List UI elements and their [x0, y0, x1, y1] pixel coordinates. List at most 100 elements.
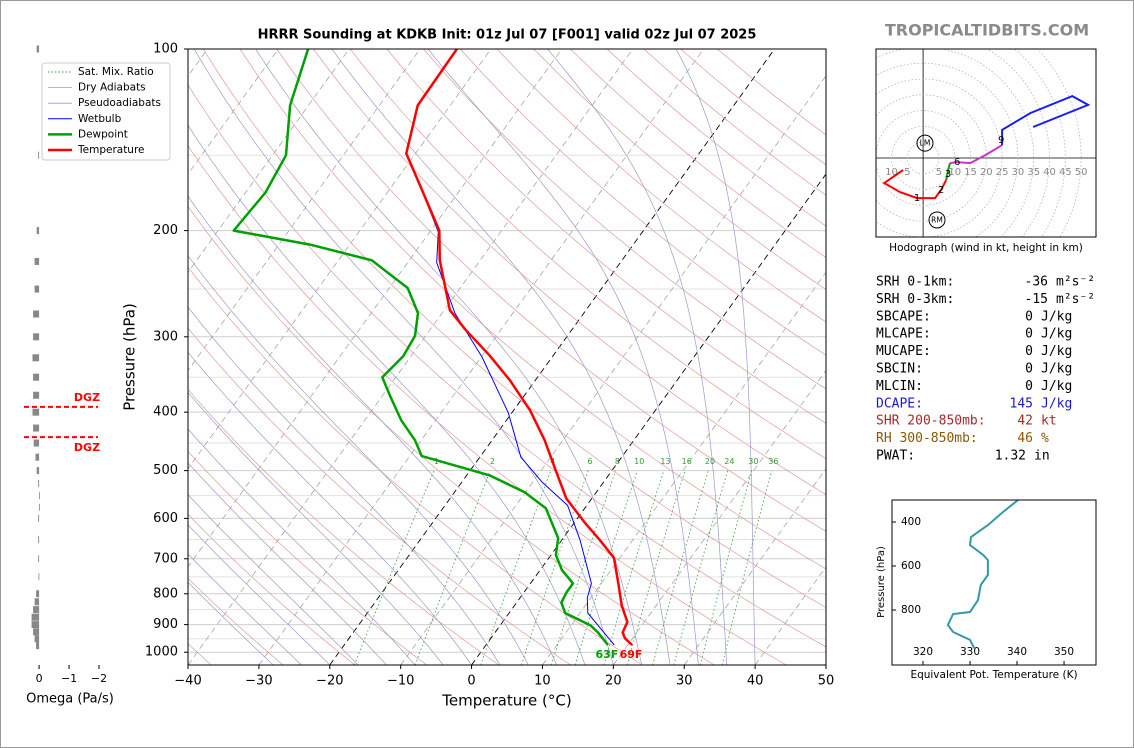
hodo-trace: [949, 144, 1003, 165]
param-value: 1.32: [995, 449, 1026, 464]
hodo-ring: [876, 110, 971, 206]
isotherm: [188, 49, 279, 175]
hodo-ring: [876, 78, 1003, 237]
mixing-ratio-line: [550, 470, 616, 665]
dry-adiabat: [202, 49, 826, 608]
param-label: MUCAPE:: [876, 344, 931, 359]
x-tick-label: −20: [316, 674, 343, 689]
pseudoadiabat: [331, 49, 671, 665]
isotherm: [329, 49, 775, 665]
hodo-ring: [1013, 49, 1066, 237]
param-label: SBCAPE:: [876, 309, 931, 324]
legend-label: Dewpoint: [78, 128, 128, 140]
y-tick-label: 300: [153, 329, 178, 344]
profile-line: [405, 153, 615, 646]
param-label: DCAPE:: [876, 396, 923, 411]
param-label: RH 300-850mb:: [876, 431, 978, 446]
omega-bar: [35, 453, 40, 461]
mixing-ratio-line: [521, 470, 589, 665]
param-unit: J/kg: [1041, 362, 1072, 377]
omega-bar: [39, 492, 40, 500]
x-axis-label: Equivalent Pot. Temperature (K): [910, 669, 1077, 681]
legend-label: Dry Adiabats: [78, 82, 146, 94]
param-value: -36: [1025, 275, 1048, 290]
omega-bar: [38, 555, 40, 563]
dry-adiabat: [313, 49, 826, 495]
dry-adiabat: [496, 49, 826, 323]
isotherm: [188, 49, 421, 372]
hodo-ring-label: 10: [948, 167, 961, 178]
hodo-ring-label: 30: [1012, 167, 1025, 178]
mixing-ratio-label: 16: [682, 457, 692, 466]
y-tick-label: 900: [153, 617, 178, 632]
param-unit: J/kg: [1041, 327, 1072, 342]
dry-adiabat: [349, 49, 826, 460]
plot-frame: [187, 48, 827, 666]
param-unit: in: [1034, 449, 1050, 464]
dry-adiabat: [239, 49, 826, 570]
mixing-ratio-label: 6: [588, 457, 593, 466]
hodo-ring: [1037, 49, 1082, 237]
dry-adiabat: [188, 84, 826, 648]
dry-adiabat: [188, 266, 643, 665]
param-label: SBCIN:: [876, 362, 923, 377]
pseudoadiabat: [188, 581, 274, 665]
dry-adiabat: [386, 49, 826, 424]
hodo-ring: [876, 94, 987, 222]
storm-motion-label: RM: [931, 215, 943, 224]
dry-adiabat: [188, 577, 284, 665]
mixing-ratio-label: 36: [768, 457, 778, 466]
param-unit: J/kg: [1041, 379, 1072, 394]
x-axis-label: Temperature (°C): [441, 692, 571, 710]
y-tick-label: 1000: [145, 645, 178, 660]
param-value: 46: [1017, 431, 1033, 446]
dgz-label: DGZ: [74, 391, 100, 404]
y-tick-label: 500: [153, 463, 178, 478]
isotherm: [258, 49, 704, 665]
dry-adiabat: [188, 513, 356, 665]
param-label: PWAT:: [876, 449, 915, 464]
omega-bar: [38, 514, 40, 522]
hodo-trace: [882, 169, 948, 200]
surface-label: 63F: [595, 648, 618, 661]
x-tick-label: 20: [605, 674, 622, 689]
mixing-ratio-line: [574, 470, 638, 665]
hodo-trace: [945, 162, 951, 181]
param-value: 42: [1017, 414, 1033, 429]
hodo-ring-label: 5: [936, 167, 942, 178]
x-tick-label: 30: [676, 674, 693, 689]
param-value: 0: [1025, 379, 1033, 394]
omega-bar: [33, 333, 40, 341]
pseudoadiabat: [188, 351, 472, 665]
omega-bar: [36, 642, 40, 650]
omega-bar: [38, 535, 40, 543]
mixing-ratio-label: 30: [748, 457, 758, 466]
x-tick-label: −40: [174, 674, 201, 689]
dry-adiabat: [188, 388, 499, 665]
pseudoadiabat: [188, 306, 501, 665]
x-tick-label: −1: [61, 672, 77, 685]
omega-bar: [33, 606, 40, 614]
omega-bar: [32, 354, 40, 362]
omega-bar: [36, 467, 40, 475]
storm-motion: [928, 211, 946, 229]
mixing-ratio-line: [673, 470, 729, 665]
foreground: 63F 69F−40 −30 −20 −10 0 10 20 30 40 5010020030040…: [24, 28, 1097, 710]
mixing-ratio-line: [721, 470, 773, 665]
theta-e-line: [946, 499, 1019, 649]
x-tick-label: 350: [1054, 646, 1074, 658]
y-axis-label: Pressure (hPa): [121, 303, 139, 411]
y-tick-label: 800: [901, 604, 921, 616]
omega-bar: [34, 257, 40, 265]
param-value: 0: [1025, 362, 1033, 377]
mixing-ratio-label: 13: [660, 457, 670, 466]
hodo-ring-label: 15: [964, 167, 977, 178]
hodo-ring-label: 40: [1043, 167, 1056, 178]
pseudoadiabat: [188, 524, 331, 665]
param-unit: m²s⁻²: [1056, 275, 1095, 290]
hodo-trace: [1001, 94, 1091, 146]
mixing-ratio-label: 8: [615, 457, 620, 466]
pseudoadiabat: [188, 195, 557, 665]
